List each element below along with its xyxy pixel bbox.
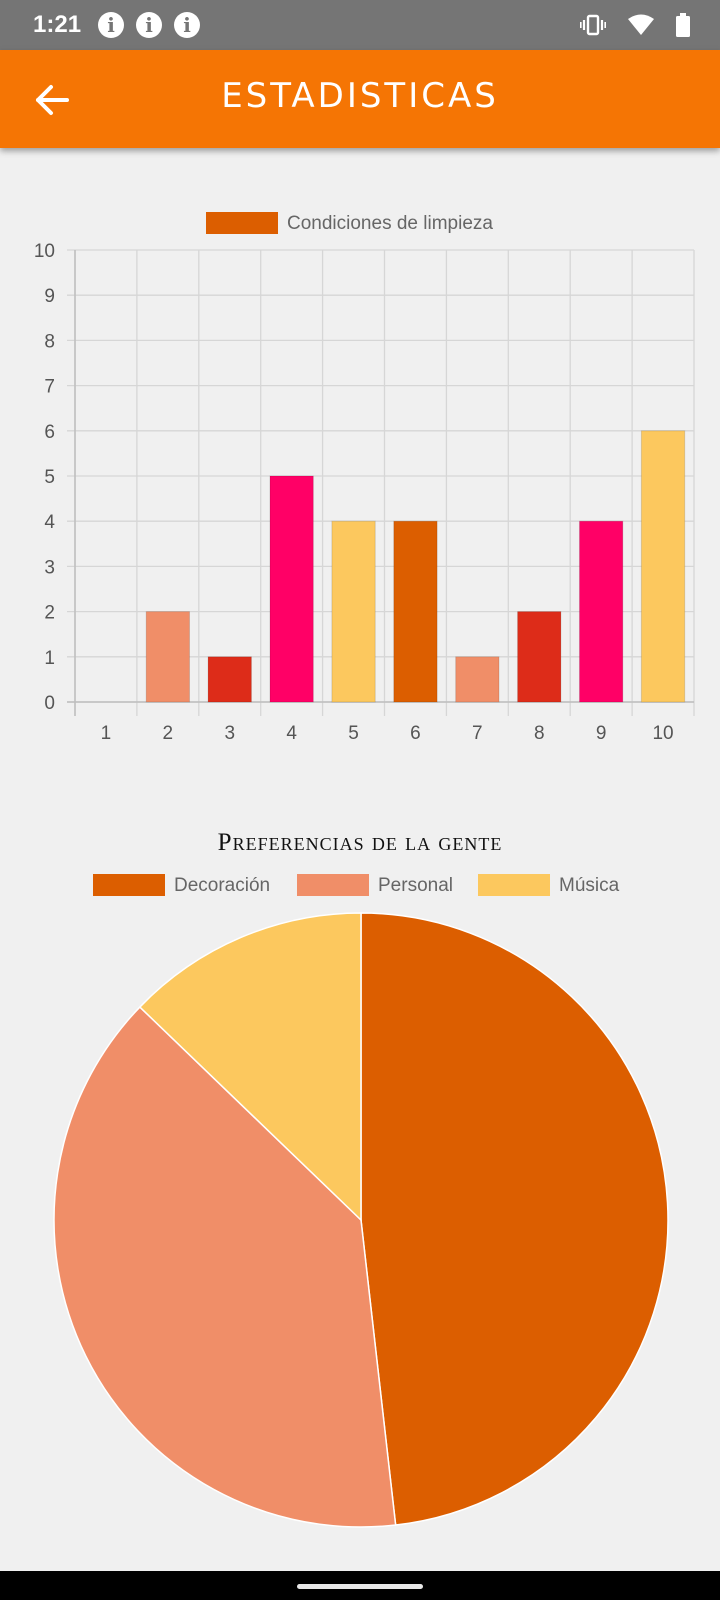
- info-icon: i: [136, 12, 162, 38]
- info-icon: i: [98, 12, 124, 38]
- bar-x-tick-label: 4: [286, 723, 297, 744]
- bar-y-tick-label: 6: [44, 422, 55, 443]
- pie-legend-label: Música: [559, 875, 620, 896]
- status-icons: [580, 13, 690, 37]
- bar-y-tick-label: 1: [44, 648, 55, 669]
- pie-chart-slices: [54, 913, 668, 1527]
- bar-chart-x-axis: 1 2 3 4 5 6 7 8 9 10: [101, 723, 674, 744]
- bar-y-tick-label: 7: [44, 377, 55, 398]
- pie-legend-label: Personal: [378, 875, 453, 896]
- bar-x-tick-label: 8: [534, 723, 545, 744]
- statistics-charts: Condiciones de limpieza 0 1 2 3 4 5 6 7 8 9 10 1 2 3…: [0, 150, 720, 1571]
- app-bar: ESTADISTICAS: [0, 50, 720, 148]
- vibrate-icon: [580, 14, 606, 36]
- status-bar: 1:21 i i i: [0, 0, 720, 50]
- pie-legend-swatch: [93, 874, 165, 896]
- bar-y-tick-label: 5: [44, 467, 55, 488]
- bar-chart-bar: [270, 476, 313, 702]
- bar-y-tick-label: 2: [44, 603, 55, 624]
- wifi-icon: [628, 14, 654, 36]
- pie-legend-label: Decoración: [174, 875, 270, 896]
- bar-chart-bar: [518, 612, 561, 702]
- pie-legend-swatch: [297, 874, 369, 896]
- pie-legend-swatch: [478, 874, 550, 896]
- pie-chart-legend: Decoración Personal Música: [93, 874, 620, 896]
- bar-x-tick-label: 9: [596, 723, 607, 744]
- bar-legend-label: Condiciones de limpieza: [287, 213, 493, 234]
- bar-x-tick-label: 10: [652, 723, 673, 744]
- bar-x-tick-label: 3: [224, 723, 235, 744]
- bar-y-tick-label: 9: [44, 286, 55, 307]
- bar-chart-bar: [456, 657, 499, 702]
- bar-y-tick-label: 3: [44, 557, 55, 578]
- bar-y-tick-label: 8: [44, 331, 55, 352]
- bar-chart-bar: [208, 657, 251, 702]
- bar-chart-bar: [146, 612, 189, 702]
- bar-chart-bar: [641, 431, 684, 702]
- bar-x-tick-label: 6: [410, 723, 421, 744]
- pie-slice: [361, 913, 668, 1525]
- pie-chart-title: Preferencias de la gente: [218, 829, 503, 856]
- bar-x-tick-label: 7: [472, 723, 483, 744]
- bar-chart-bar: [579, 521, 622, 702]
- bar-chart-y-axis: 0 1 2 3 4 5 6 7 8 9 10: [34, 241, 56, 714]
- bar-x-tick-label: 2: [163, 723, 174, 744]
- home-handle[interactable]: [297, 1584, 423, 1589]
- status-time: 1:21: [33, 11, 81, 39]
- bar-x-tick-label: 1: [101, 723, 112, 744]
- bar-y-tick-label: 4: [44, 512, 55, 533]
- bar-chart-bar: [394, 521, 437, 702]
- bar-legend-swatch: [206, 212, 278, 234]
- bar-y-tick-label: 0: [44, 693, 55, 714]
- notification-icons: i i i: [98, 12, 200, 38]
- info-icon: i: [174, 12, 200, 38]
- bar-chart-bar: [332, 521, 375, 702]
- navigation-bar: [0, 1571, 720, 1600]
- page-title: ESTADISTICAS: [0, 76, 720, 116]
- bar-x-tick-label: 5: [348, 723, 359, 744]
- bar-y-tick-label: 10: [34, 241, 55, 262]
- battery-icon: [676, 13, 690, 37]
